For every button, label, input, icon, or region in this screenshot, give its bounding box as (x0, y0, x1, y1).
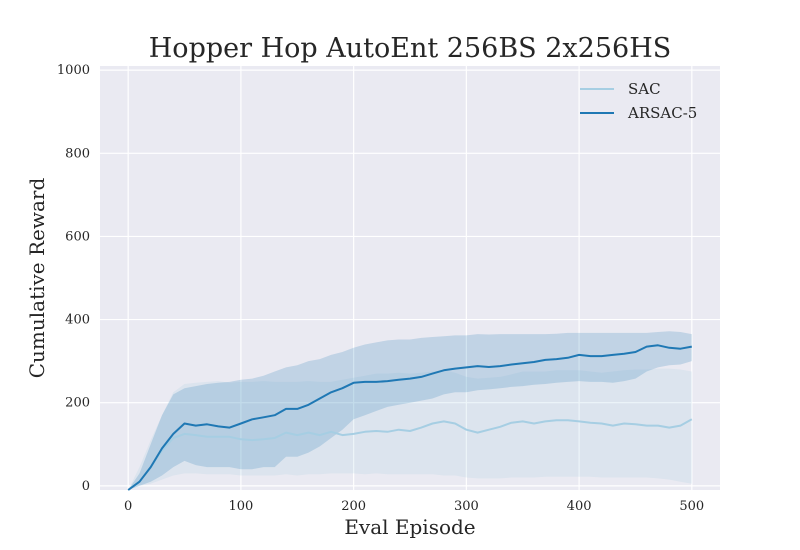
x-tick-label: 200 (341, 499, 366, 514)
y-tick-label: 200 (65, 396, 90, 411)
y-tick-label: 800 (65, 146, 90, 161)
band-sac (128, 368, 692, 490)
y-tick-label: 400 (65, 313, 90, 328)
chart-title: Hopper Hop AutoEnt 256BS 2x256HS (149, 33, 671, 64)
grid (100, 66, 720, 490)
x-tick-label: 300 (454, 499, 479, 514)
series-lines (127, 344, 693, 491)
line-sac (127, 418, 693, 491)
tick-labels: 0 100 200 300 400 500 0 200 400 600 800 1000 (57, 63, 704, 514)
y-tick-label: 0 (82, 479, 90, 494)
y-tick-label: 600 (65, 229, 90, 244)
band-arsac-5 (128, 331, 692, 490)
confidence-bands (128, 331, 692, 490)
y-tick-label: 1000 (57, 63, 90, 78)
x-tick-label: 100 (228, 499, 253, 514)
x-tick-label: 400 (567, 499, 592, 514)
legend: SAC ARSAC-5 (580, 80, 697, 122)
y-axis-title: Cumulative Reward (25, 178, 49, 379)
x-tick-label: 0 (124, 499, 132, 514)
legend-label-sac: SAC (628, 80, 661, 98)
plot-area (100, 66, 720, 490)
x-tick-label: 500 (679, 499, 704, 514)
legend-label-arsac-5: ARSAC-5 (627, 104, 697, 122)
x-axis-title: Eval Episode (344, 515, 475, 539)
line-arsac-5 (127, 344, 692, 491)
